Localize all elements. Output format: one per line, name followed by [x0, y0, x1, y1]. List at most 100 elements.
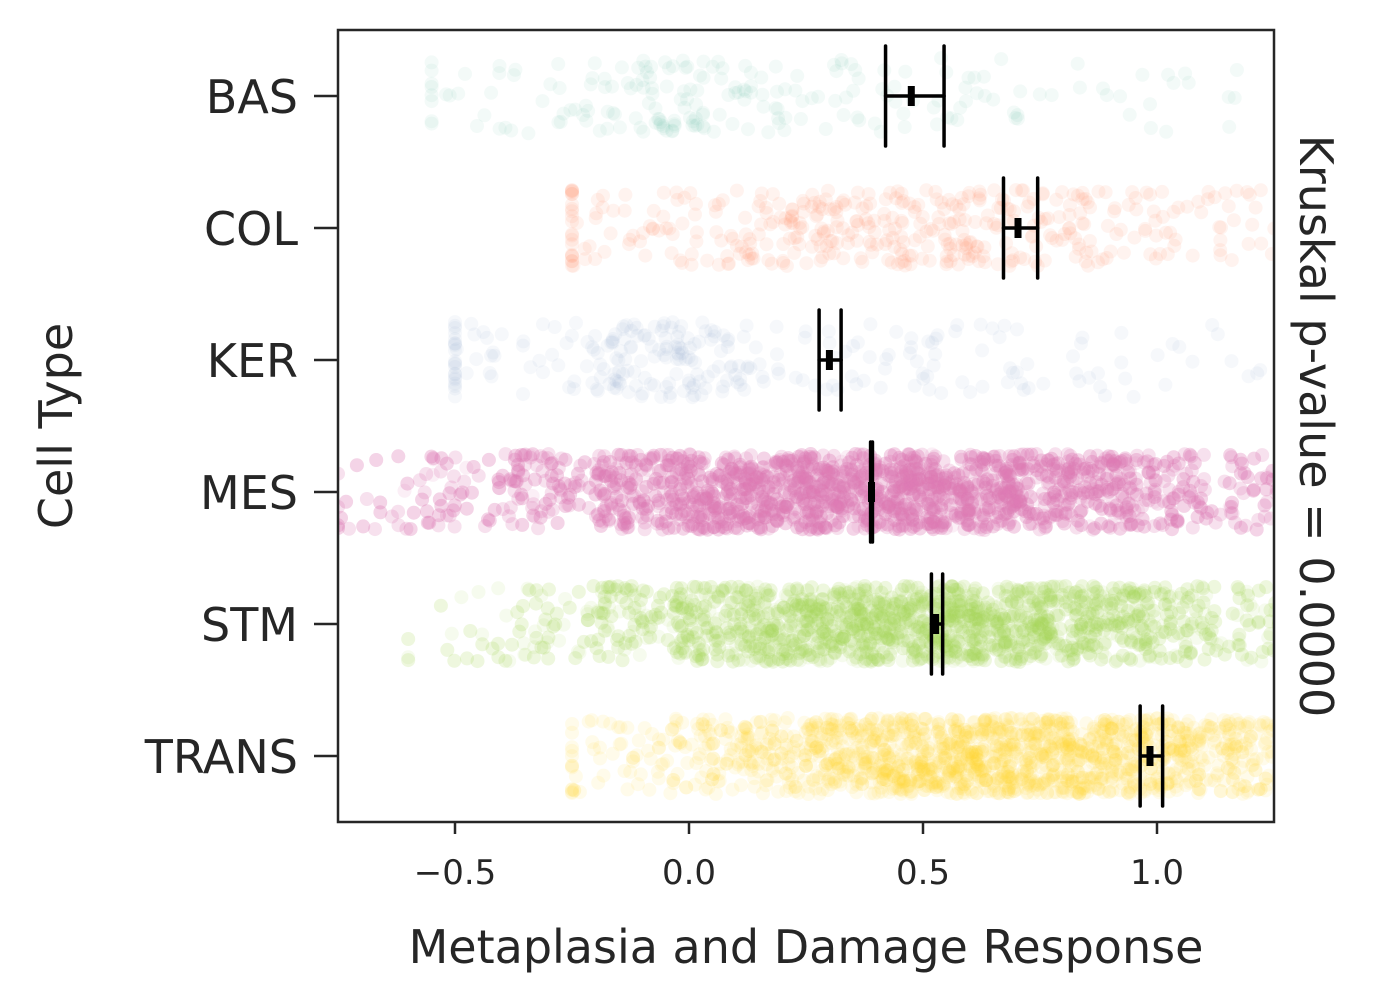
data-point [678, 60, 693, 75]
data-point [754, 186, 769, 201]
data-point [848, 63, 863, 77]
data-point [637, 370, 652, 385]
data-point [1275, 472, 1289, 486]
data-point [1143, 187, 1158, 202]
data-point [670, 192, 685, 207]
data-point [673, 92, 688, 107]
data-point [1071, 237, 1086, 252]
data-point [1224, 499, 1239, 514]
data-point [742, 232, 757, 247]
data-point [1113, 89, 1128, 104]
data-point [1017, 252, 1032, 267]
data-point [934, 386, 949, 401]
data-point [662, 453, 676, 468]
data-point [636, 53, 651, 68]
data-point [852, 509, 867, 524]
data-point [694, 388, 709, 402]
data-point [1004, 246, 1019, 261]
data-point [937, 202, 952, 216]
data-point [742, 505, 757, 520]
data-point [753, 509, 768, 523]
data-point [1060, 497, 1075, 512]
data-point [798, 324, 813, 339]
data-point [1138, 223, 1153, 238]
data-point [659, 342, 674, 356]
data-point [938, 232, 953, 247]
data-point [783, 475, 797, 490]
data-point [565, 184, 579, 198]
data-point [611, 353, 626, 368]
data-point [636, 468, 651, 483]
data-point [571, 497, 586, 512]
data-point [811, 89, 826, 104]
data-point [688, 118, 703, 133]
data-point [1166, 204, 1181, 219]
data-point [600, 338, 615, 353]
data-point [916, 371, 931, 386]
data-point [1099, 88, 1114, 103]
data-point [967, 70, 982, 85]
data-point [926, 100, 941, 115]
data-point [818, 122, 833, 136]
data-point [988, 453, 1003, 468]
data-point [504, 123, 519, 138]
data-point [1200, 192, 1215, 207]
data-point [963, 235, 978, 249]
data-point [1253, 363, 1268, 378]
data-point [448, 318, 462, 333]
data-point [1006, 105, 1021, 120]
data-point [616, 509, 631, 523]
data-point [898, 258, 913, 273]
data-point [420, 515, 435, 530]
data-point [665, 315, 680, 330]
data-point [580, 335, 595, 349]
data-point [616, 319, 631, 334]
data-point [741, 253, 755, 268]
data-point [569, 315, 583, 330]
data-points [338, 51, 1290, 801]
data-point [645, 222, 660, 237]
data-point [721, 88, 736, 102]
data-point [1079, 461, 1094, 476]
data-point [987, 183, 1002, 198]
data-point [1276, 520, 1290, 534]
data-point [1226, 213, 1241, 228]
data-point [851, 519, 866, 534]
data-point [424, 63, 439, 78]
data-point [595, 200, 610, 215]
data-point [725, 231, 740, 246]
data-point [1165, 337, 1180, 351]
data-point [795, 94, 810, 109]
data-point [646, 203, 661, 218]
data-point [448, 332, 462, 347]
data-point [926, 451, 941, 466]
data-point [696, 105, 711, 120]
data-point [1005, 490, 1020, 505]
data-point [846, 521, 861, 536]
data-point [840, 450, 855, 464]
data-point [878, 361, 892, 376]
data-point [1074, 336, 1088, 351]
data-point [588, 252, 603, 266]
data-point [1009, 183, 1023, 198]
data-point [596, 362, 611, 377]
data-point [1044, 88, 1059, 103]
data-point [836, 193, 851, 208]
data-point [1160, 247, 1175, 262]
data-point [770, 347, 784, 362]
data-point [659, 339, 674, 354]
data-point [1153, 516, 1168, 531]
data-point [799, 256, 814, 271]
data-point [451, 86, 466, 101]
data-point [763, 217, 778, 232]
data-point [903, 453, 918, 468]
data-point [681, 472, 696, 487]
data-point [829, 506, 844, 521]
data-point [623, 477, 638, 492]
data-point [424, 80, 439, 94]
data-point [368, 522, 382, 537]
data-point [1091, 366, 1105, 381]
data-point [1172, 339, 1187, 354]
data-point [922, 465, 936, 480]
data-point [680, 92, 694, 107]
